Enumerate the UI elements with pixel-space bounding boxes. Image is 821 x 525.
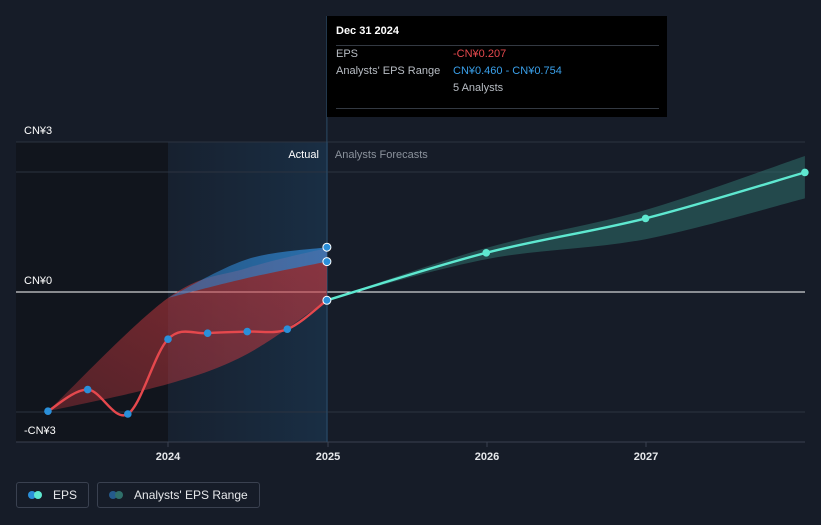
range-marker-point <box>322 242 332 252</box>
eps-forecast-point <box>482 249 491 257</box>
legend-range-toggle[interactable]: Analysts' EPS Range <box>97 482 260 508</box>
legend: EPS Analysts' EPS Range <box>16 482 260 508</box>
eps-swatch-icon <box>28 490 44 500</box>
eps-point <box>164 335 172 344</box>
tooltip-range-label: Analysts' EPS Range <box>336 65 441 77</box>
eps-point <box>44 407 52 416</box>
range-band-historic <box>47 248 327 412</box>
legend-eps-toggle[interactable]: EPS <box>16 482 90 508</box>
tooltip-eps-value: -CN¥0.207 <box>453 48 507 60</box>
x-tick-label: 2027 <box>634 451 658 463</box>
eps-point <box>83 385 92 394</box>
eps-forecast-point <box>801 168 809 177</box>
y-axis-label: CN¥3 <box>24 125 52 137</box>
eps-forecast-point <box>641 214 650 223</box>
tooltip-divider <box>336 108 659 109</box>
eps-forecast-line <box>326 171 806 302</box>
tooltip-eps-label: EPS <box>336 48 359 60</box>
eps-point <box>203 329 212 338</box>
tooltip-date: Dec 31 2024 <box>336 25 399 37</box>
eps-point <box>322 295 332 305</box>
range-swatch-icon <box>109 490 125 500</box>
eps-point <box>124 410 132 418</box>
x-tick-label: 2024 <box>156 451 181 463</box>
forecast-label: Analysts Forecasts <box>335 149 428 161</box>
x-tick-label: 2025 <box>316 451 340 463</box>
legend-eps-label: EPS <box>53 488 78 502</box>
range-band-historic-estimates <box>168 247 327 298</box>
y-axis-label: -CN¥3 <box>24 425 56 437</box>
legend-range-label: Analysts' EPS Range <box>134 488 248 502</box>
eps-point <box>283 325 292 334</box>
tooltip: Dec 31 2024 EPS -CN¥0.207 Analysts' EPS … <box>327 16 667 117</box>
x-tick-label: 2026 <box>475 451 499 463</box>
tooltip-analyst-count: 5 Analysts <box>453 82 504 94</box>
eps-point <box>243 327 252 336</box>
y-axis-label: CN¥0 <box>24 275 52 287</box>
tooltip-range-value: CN¥0.460 - CN¥0.754 <box>453 65 562 77</box>
range-marker-point <box>322 257 332 267</box>
eps-line <box>47 299 328 417</box>
actual-label: Actual <box>288 149 319 161</box>
